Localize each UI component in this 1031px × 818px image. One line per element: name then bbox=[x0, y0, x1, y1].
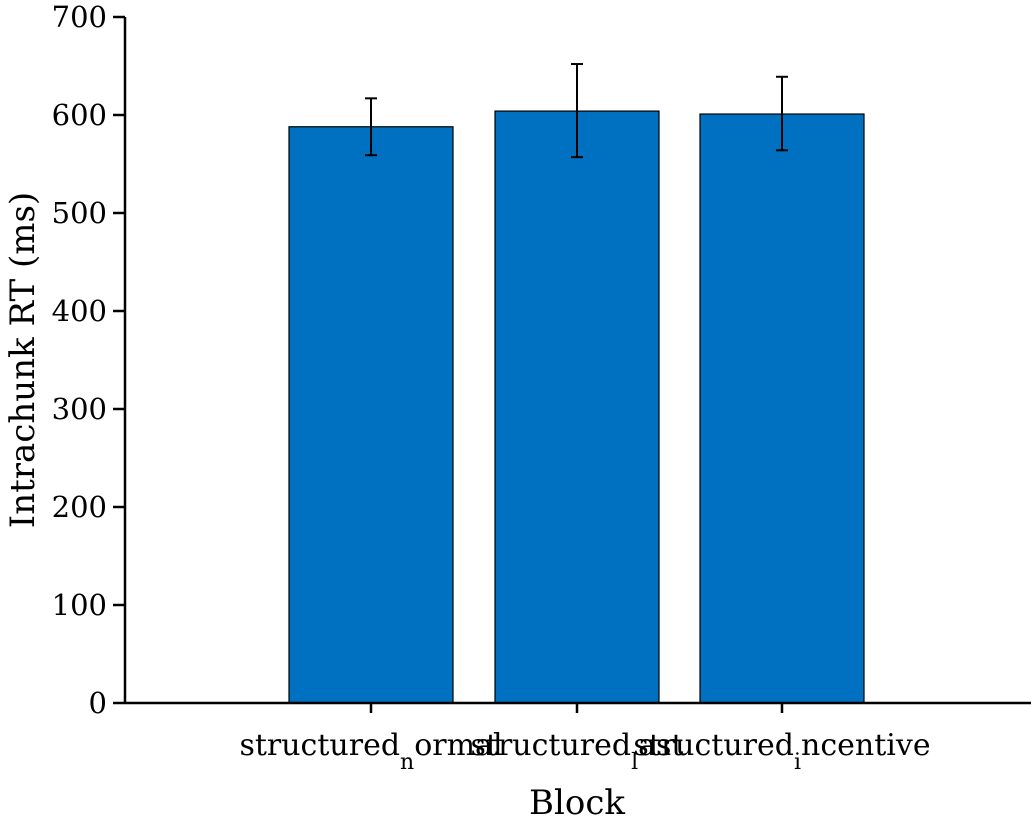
y-axis-label: Intrachunk RT (ms) bbox=[3, 192, 43, 528]
error-bar-structured_last bbox=[571, 63, 583, 159]
x-tick-label: structuredincentive bbox=[633, 728, 930, 775]
x-ticks-group: structurednormalstructuredlaststructured… bbox=[239, 703, 931, 775]
error-bars-group bbox=[365, 63, 788, 159]
y-tick-label: 700 bbox=[52, 0, 107, 34]
y-tick-label: 600 bbox=[52, 98, 107, 132]
bar-structured_incentive bbox=[699, 113, 865, 704]
y-tick-label: 400 bbox=[52, 294, 107, 328]
y-tick-label: 0 bbox=[89, 686, 107, 720]
bar-structured_last bbox=[494, 110, 660, 704]
error-bar-structured_normal bbox=[365, 97, 377, 157]
bars-group bbox=[288, 110, 865, 704]
y-tick-label: 200 bbox=[52, 490, 107, 524]
x-tick-label: structurednormal bbox=[239, 728, 502, 775]
error-bar-structured_incentive bbox=[776, 75, 788, 152]
x-axis-label: Block bbox=[529, 783, 625, 818]
bar-structured_normal bbox=[288, 126, 454, 704]
y-tick-label: 500 bbox=[52, 196, 107, 230]
y-ticks-group: 0 100 200 300 400 500 600 700 bbox=[52, 0, 125, 720]
y-tick-label: 100 bbox=[52, 588, 107, 622]
x-tick-label: structuredlast bbox=[471, 728, 684, 775]
y-tick-label: 300 bbox=[52, 392, 107, 426]
